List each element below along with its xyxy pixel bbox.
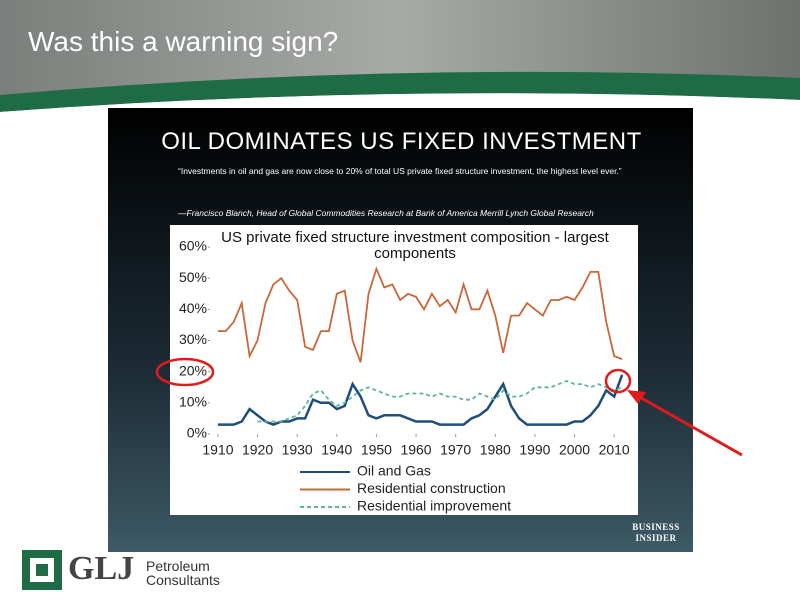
logo-core xyxy=(36,564,48,576)
x-tick-label: 1960 xyxy=(400,442,431,458)
arrow-shaft xyxy=(635,393,743,457)
series-line xyxy=(217,374,624,426)
x-tick-label: 1980 xyxy=(480,442,511,458)
slide-title: Was this a warning sign? xyxy=(28,26,339,57)
header-curve xyxy=(0,71,800,112)
x-tick-label: 1950 xyxy=(361,442,392,458)
header-curve-light xyxy=(0,93,800,122)
source-logo: BUSINESS INSIDER xyxy=(628,522,684,544)
plot-background xyxy=(170,225,638,515)
x-tick-label: 1920 xyxy=(242,442,273,458)
x-tick-label: 1910 xyxy=(202,442,233,458)
quote: “Investments in oil and gas are now clos… xyxy=(178,166,622,176)
attribution: —Francisco Blanch, Head of Global Commod… xyxy=(178,208,594,218)
logo-name-line: Petroleum xyxy=(146,558,210,574)
y-tick-label: 10% xyxy=(179,394,207,410)
chart-title: US private fixed structure investment co… xyxy=(221,229,609,262)
legend-label: Residential improvement xyxy=(357,498,511,514)
logo-name: Petroleum Consultants xyxy=(146,559,220,587)
series-line xyxy=(257,380,623,423)
source-logo-line: INSIDER xyxy=(635,533,677,543)
source-logo-line: BUSINESS xyxy=(632,522,680,532)
highlight-circle xyxy=(155,357,215,387)
x-tick-label: 2010 xyxy=(599,442,630,458)
logo-name-line: Consultants xyxy=(146,572,220,588)
y-tick-label: 30% xyxy=(179,331,207,347)
highlight-circle xyxy=(604,368,632,394)
legend-label: Residential construction xyxy=(357,480,506,496)
y-tick-label: 0% xyxy=(187,425,207,441)
x-tick-label: 1940 xyxy=(321,442,352,458)
y-tick-label: 60% xyxy=(179,238,207,254)
x-tick-label: 1990 xyxy=(519,442,550,458)
y-tick-label: 40% xyxy=(179,300,207,316)
x-tick-label: 1930 xyxy=(282,442,313,458)
x-tick-label: 1970 xyxy=(440,442,471,458)
logo-mark: GLJ xyxy=(68,550,135,587)
arrow-head xyxy=(627,390,646,404)
panel-heading: OIL DOMINATES US FIXED INVESTMENT xyxy=(161,128,642,155)
x-tick-label: 2000 xyxy=(559,442,590,458)
series-line xyxy=(217,266,623,363)
y-tick-label: 20% xyxy=(179,362,207,378)
y-tick-label: 50% xyxy=(179,269,207,285)
plot: 0% 10% 20% 30% 40% 50% 60% 1910 1920 1930 1940 1950… xyxy=(179,238,630,514)
legend-label: Oil and Gas xyxy=(357,463,431,479)
